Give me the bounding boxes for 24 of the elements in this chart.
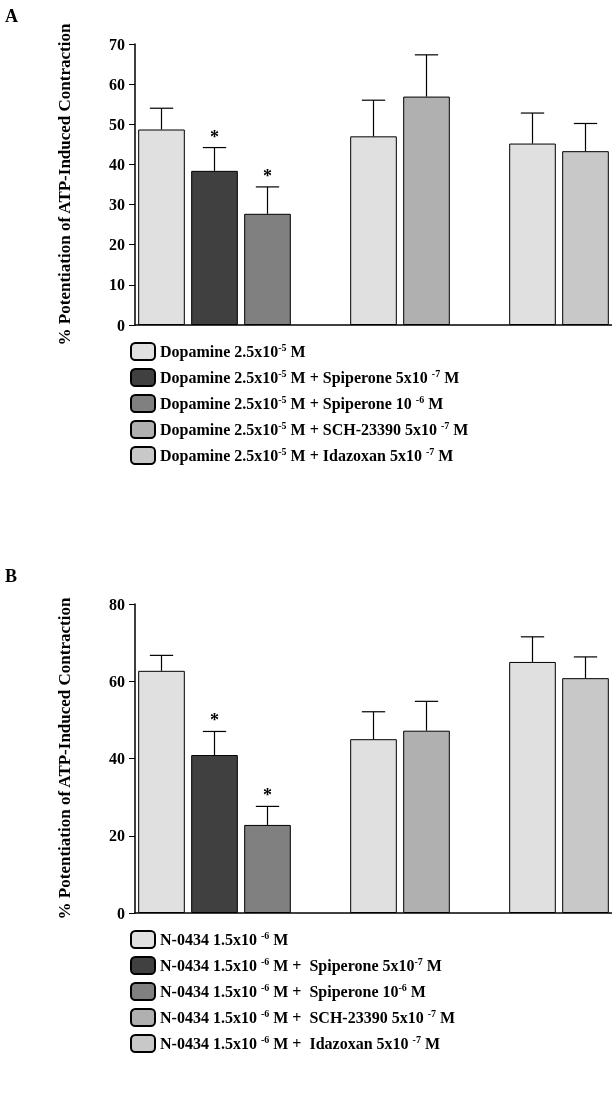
legend-label: N-0434 1.5x10 -6 M + SCH-23390 5x10 -7 M: [160, 1008, 456, 1026]
y-tick-label: 80: [109, 595, 125, 613]
legend-label: N-0434 1.5x10 -6 M + Idazoxan 5x10 -7 M: [160, 1034, 440, 1052]
chart-title: B: [5, 566, 18, 586]
y-tick-label: 30: [109, 196, 125, 214]
y-tick-label: 20: [109, 236, 125, 254]
y-axis-title: % Potentiation of ATP-Induced Contraction: [55, 597, 74, 920]
y-tick-label: 0: [117, 316, 125, 334]
y-tick-label: 10: [109, 276, 125, 294]
y-axis-title: % Potentiation of ATP-Induced Contraction: [55, 23, 74, 346]
y-tick-label: 40: [109, 750, 125, 767]
y-tick-label: 60: [109, 75, 125, 93]
y-tick-label: 40: [109, 155, 125, 173]
data-label: *: [263, 165, 272, 186]
y-tick-label: 60: [109, 672, 125, 690]
y-tick-label: 20: [109, 827, 125, 845]
chart-title: A: [5, 6, 18, 26]
data-label: *: [263, 785, 272, 806]
legend-label: N-0434 1.5x10 -6 M: [160, 930, 289, 948]
y-tick-label: 50: [109, 115, 125, 133]
data-label: *: [210, 126, 219, 147]
data-label: *: [210, 710, 219, 731]
y-tick-label: 70: [109, 35, 125, 53]
y-tick-label: 0: [117, 904, 125, 922]
